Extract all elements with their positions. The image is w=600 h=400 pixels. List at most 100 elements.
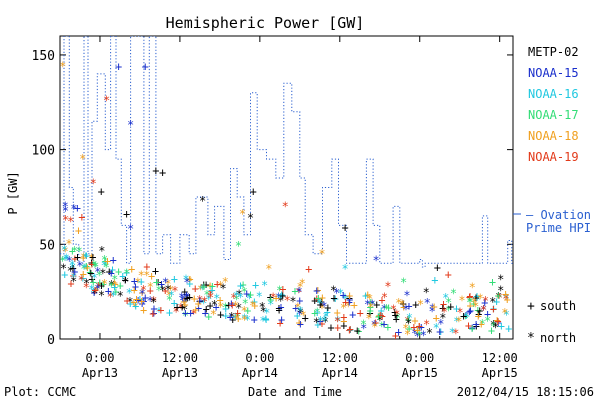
data-point: + bbox=[385, 301, 392, 315]
data-point: + bbox=[460, 309, 467, 323]
data-point: * bbox=[205, 292, 212, 306]
data-point: + bbox=[142, 290, 149, 304]
data-point: * bbox=[450, 287, 457, 301]
data-point: + bbox=[78, 210, 85, 224]
data-point: + bbox=[136, 292, 143, 306]
data-point: * bbox=[233, 312, 240, 326]
data-point: * bbox=[61, 243, 68, 257]
data-point: + bbox=[494, 314, 501, 328]
data-point: + bbox=[132, 280, 139, 294]
data-point: * bbox=[423, 286, 430, 300]
data-point: + bbox=[262, 313, 269, 327]
data-point: + bbox=[119, 269, 126, 283]
data-point: + bbox=[217, 307, 224, 321]
data-point: + bbox=[493, 313, 500, 327]
data-point: + bbox=[400, 300, 407, 314]
data-point: * bbox=[237, 291, 244, 305]
data-point: + bbox=[305, 262, 312, 276]
data-point: + bbox=[206, 298, 213, 312]
data-point: * bbox=[94, 265, 101, 279]
data-point: + bbox=[234, 306, 241, 320]
data-point: + bbox=[225, 298, 232, 312]
data-point: * bbox=[165, 289, 172, 303]
data-point: + bbox=[158, 277, 165, 291]
data-point: * bbox=[260, 305, 267, 319]
data-point: * bbox=[242, 297, 249, 311]
data-point: + bbox=[302, 311, 309, 325]
data-point: * bbox=[269, 291, 276, 305]
data-point: + bbox=[200, 278, 207, 292]
data-point: * bbox=[168, 288, 175, 302]
data-point: * bbox=[300, 308, 307, 322]
data-point: * bbox=[295, 285, 302, 299]
data-point: + bbox=[314, 283, 321, 297]
data-point: + bbox=[117, 279, 124, 293]
data-point: * bbox=[108, 280, 115, 294]
data-point: * bbox=[200, 297, 207, 311]
data-point: * bbox=[70, 275, 77, 289]
data-point: + bbox=[366, 306, 373, 320]
data-point: + bbox=[140, 294, 147, 308]
data-point: + bbox=[212, 300, 219, 314]
data-point: * bbox=[296, 308, 303, 322]
data-point: + bbox=[277, 300, 284, 314]
data-point: * bbox=[203, 288, 210, 302]
data-point: * bbox=[428, 305, 435, 319]
data-point: * bbox=[166, 293, 173, 307]
data-point: + bbox=[191, 291, 198, 305]
data-point: + bbox=[109, 262, 116, 276]
data-point: + bbox=[106, 265, 113, 279]
data-point: * bbox=[62, 253, 69, 267]
data-point: * bbox=[490, 318, 497, 332]
data-point: * bbox=[232, 299, 239, 313]
data-point: + bbox=[100, 277, 107, 291]
data-point: * bbox=[490, 319, 497, 333]
data-point: + bbox=[437, 325, 444, 339]
data-point: * bbox=[91, 287, 98, 301]
data-point: + bbox=[115, 264, 122, 278]
data-point: * bbox=[71, 244, 78, 258]
data-point: + bbox=[90, 286, 97, 300]
data-point: + bbox=[152, 264, 159, 278]
data-point: + bbox=[431, 273, 438, 287]
data-point: + bbox=[416, 319, 423, 333]
data-point: * bbox=[65, 237, 72, 251]
data-point: + bbox=[111, 275, 118, 289]
data-point: + bbox=[314, 306, 321, 320]
data-point: * bbox=[180, 296, 187, 310]
data-point: + bbox=[235, 312, 242, 326]
data-point: * bbox=[400, 276, 407, 290]
data-point: + bbox=[318, 294, 325, 308]
data-point: + bbox=[378, 293, 385, 307]
x-tick-label: 0:00 bbox=[86, 351, 115, 365]
data-point: + bbox=[237, 278, 244, 292]
data-point: * bbox=[59, 254, 66, 268]
north-marker-symbol: * bbox=[527, 331, 535, 346]
data-point: + bbox=[251, 312, 258, 326]
data-point: + bbox=[364, 288, 371, 302]
data-point: * bbox=[92, 260, 99, 274]
data-point: + bbox=[472, 317, 479, 331]
data-point: * bbox=[80, 251, 87, 265]
ovation-legend: — Ovation Prime HPI bbox=[526, 208, 591, 235]
data-point: + bbox=[340, 310, 347, 324]
data-point: * bbox=[217, 279, 224, 293]
data-point: + bbox=[252, 278, 259, 292]
data-point: * bbox=[259, 314, 266, 328]
data-point: * bbox=[267, 298, 274, 312]
data-point: + bbox=[466, 290, 473, 304]
data-point: * bbox=[452, 326, 459, 340]
data-point: + bbox=[367, 300, 374, 314]
data-point: * bbox=[247, 211, 254, 225]
data-point: + bbox=[475, 307, 482, 321]
data-point: * bbox=[445, 304, 452, 318]
x-tick-date-label: Apr15 bbox=[482, 366, 518, 380]
data-point: + bbox=[411, 314, 418, 328]
data-point: + bbox=[69, 261, 76, 275]
data-point: * bbox=[164, 277, 171, 291]
data-point: * bbox=[456, 306, 463, 320]
data-point: * bbox=[182, 294, 189, 308]
data-point: * bbox=[103, 93, 110, 107]
y-axis: 0 50 100 150 bbox=[32, 49, 513, 348]
